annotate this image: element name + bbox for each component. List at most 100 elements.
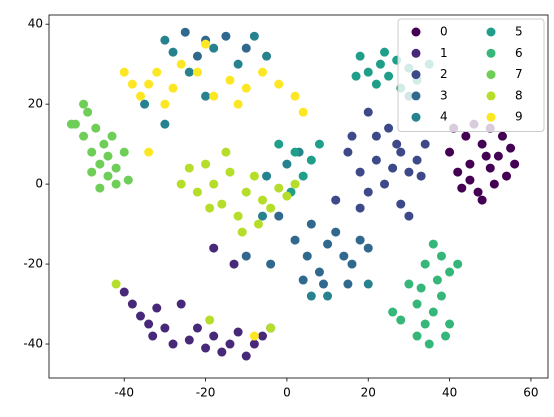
scatter-point bbox=[290, 179, 300, 189]
scatter-point bbox=[91, 123, 101, 133]
scatter-point bbox=[392, 139, 402, 149]
scatter-point bbox=[274, 211, 284, 221]
scatter-point bbox=[119, 67, 129, 77]
scatter-point bbox=[396, 199, 406, 209]
scatter-point bbox=[404, 279, 414, 289]
scatter-point bbox=[160, 99, 170, 109]
scatter-point bbox=[79, 99, 89, 109]
legend-label: 1 bbox=[440, 46, 448, 60]
scatter-point bbox=[290, 235, 300, 245]
scatter-point bbox=[298, 107, 308, 117]
scatter-point bbox=[355, 203, 365, 213]
scatter-point bbox=[111, 179, 121, 189]
scatter-point bbox=[428, 239, 438, 249]
scatter-point bbox=[184, 163, 194, 173]
scatter-point bbox=[298, 171, 308, 181]
scatter-point bbox=[136, 311, 146, 321]
scatter-point bbox=[412, 331, 422, 341]
scatter-point bbox=[412, 155, 422, 165]
scatter-point bbox=[461, 131, 471, 141]
scatter-point bbox=[241, 83, 251, 93]
scatter-point bbox=[168, 47, 178, 57]
scatter-point bbox=[404, 211, 414, 221]
scatter-point bbox=[343, 279, 353, 289]
scatter-point bbox=[506, 143, 516, 153]
scatter-point bbox=[477, 195, 487, 205]
legend-label: 2 bbox=[440, 67, 448, 81]
scatter-point bbox=[225, 339, 235, 349]
scatter-point bbox=[209, 43, 219, 53]
scatter-point bbox=[221, 31, 231, 41]
scatter-point bbox=[302, 251, 312, 261]
scatter-point bbox=[192, 51, 202, 61]
legend-label: 0 bbox=[440, 25, 448, 39]
scatter-point bbox=[453, 167, 463, 177]
scatter-point bbox=[209, 91, 219, 101]
scatter-point bbox=[160, 323, 170, 333]
legend-marker bbox=[411, 112, 421, 122]
legend-marker bbox=[486, 112, 496, 122]
scatter-point bbox=[384, 71, 394, 81]
scatter-point bbox=[87, 167, 97, 177]
scatter-point bbox=[111, 279, 121, 289]
legend-label: 7 bbox=[515, 67, 523, 81]
scatter-point bbox=[249, 31, 259, 41]
y-tick-label: 20 bbox=[28, 97, 43, 111]
scatter-point bbox=[176, 59, 186, 69]
scatter-point bbox=[184, 335, 194, 345]
scatter-point bbox=[363, 67, 373, 77]
scatter-point bbox=[465, 159, 475, 169]
scatter-point bbox=[266, 203, 276, 213]
scatter-point bbox=[258, 195, 268, 205]
legend-label: 5 bbox=[515, 25, 523, 39]
y-tick-label: 40 bbox=[28, 17, 43, 31]
scatter-point bbox=[396, 147, 406, 157]
scatter-point bbox=[127, 79, 137, 89]
legend-label: 6 bbox=[515, 46, 523, 60]
scatter-point bbox=[339, 251, 349, 261]
scatter-point bbox=[319, 279, 329, 289]
scatter-point bbox=[176, 299, 186, 309]
scatter-point bbox=[432, 275, 442, 285]
scatter-point bbox=[351, 71, 361, 81]
scatter-point bbox=[323, 291, 333, 301]
scatter-point bbox=[497, 131, 507, 141]
scatter-point bbox=[229, 259, 239, 269]
x-tick-label: -40 bbox=[114, 386, 134, 400]
legend-marker bbox=[486, 48, 496, 58]
scatter-point bbox=[225, 75, 235, 85]
scatter-point bbox=[331, 195, 341, 205]
scatter-point bbox=[436, 291, 446, 301]
scatter-point bbox=[314, 139, 324, 149]
scatter-point bbox=[119, 287, 129, 297]
scatter-point bbox=[233, 211, 243, 221]
scatter-point bbox=[363, 107, 373, 117]
scatter-point bbox=[363, 187, 373, 197]
scatter-point bbox=[375, 59, 385, 69]
scatter-point bbox=[262, 51, 272, 61]
x-tick-label: -20 bbox=[196, 386, 216, 400]
x-tick-label: 40 bbox=[442, 386, 457, 400]
scatter-point bbox=[481, 151, 491, 161]
scatter-point bbox=[290, 147, 300, 157]
scatter-point bbox=[148, 331, 158, 341]
scatter-point bbox=[331, 227, 341, 237]
scatter-point bbox=[262, 171, 272, 181]
scatter-point bbox=[123, 175, 133, 185]
scatter-point bbox=[209, 331, 219, 341]
scatter-point bbox=[87, 147, 97, 157]
scatter-point bbox=[192, 323, 202, 333]
scatter-point bbox=[217, 199, 227, 209]
scatter-point bbox=[445, 147, 455, 157]
scatter-point bbox=[152, 67, 162, 77]
scatter-point bbox=[184, 67, 194, 77]
scatter-point bbox=[428, 307, 438, 317]
scatter-point bbox=[241, 43, 251, 53]
scatter-point bbox=[355, 51, 365, 61]
scatter-point bbox=[371, 155, 381, 165]
scatter-point bbox=[457, 183, 467, 193]
scatter-point bbox=[347, 131, 357, 141]
scatter-point bbox=[404, 167, 414, 177]
scatter-point bbox=[371, 79, 381, 89]
